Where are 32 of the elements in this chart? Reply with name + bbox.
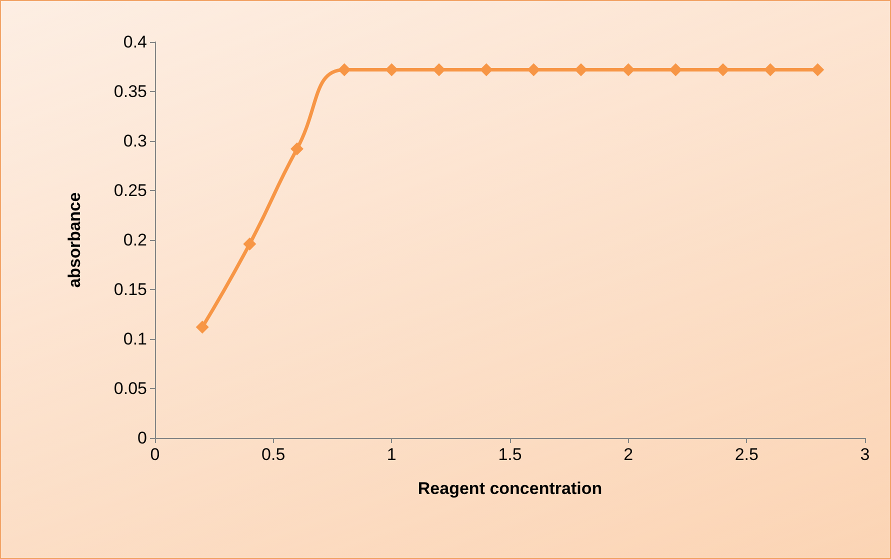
- x-tick-label: 1: [386, 445, 396, 464]
- y-tick-label: 0.15: [114, 280, 147, 299]
- point: [527, 63, 540, 76]
- y-tick-label: 0.4: [123, 32, 147, 52]
- y-tick-label: 0.25: [114, 181, 147, 200]
- y-tick-label: 0.05: [114, 379, 147, 398]
- point: [338, 63, 351, 76]
- point: [480, 63, 493, 76]
- point: [811, 63, 824, 76]
- x-tick-label: 2: [624, 445, 634, 464]
- point: [196, 320, 209, 334]
- point: [243, 237, 256, 250]
- x-tick-label: 0.5: [262, 445, 286, 464]
- x-axis-title: Reagent concentration: [418, 479, 602, 498]
- y-tick-label: 0.3: [123, 132, 147, 150]
- y-tick-label: 0: [138, 428, 147, 448]
- y-tick-label: 0.2: [123, 230, 147, 250]
- x-tick-label: 3: [860, 445, 870, 464]
- point: [622, 63, 635, 76]
- point: [764, 63, 777, 76]
- x-tick-label: 2.5: [734, 445, 758, 464]
- point: [432, 63, 446, 76]
- point: [574, 63, 588, 76]
- y-axis-title: absorbance: [65, 192, 84, 288]
- point: [385, 63, 398, 76]
- x-tick-label: 1.5: [498, 445, 522, 464]
- y-tick-label: 0.35: [114, 82, 147, 101]
- point: [290, 142, 304, 156]
- x-tick-label: 0: [150, 445, 160, 464]
- point: [669, 63, 682, 76]
- point: [716, 63, 730, 76]
- y-tick-label: 0.1: [123, 330, 147, 348]
